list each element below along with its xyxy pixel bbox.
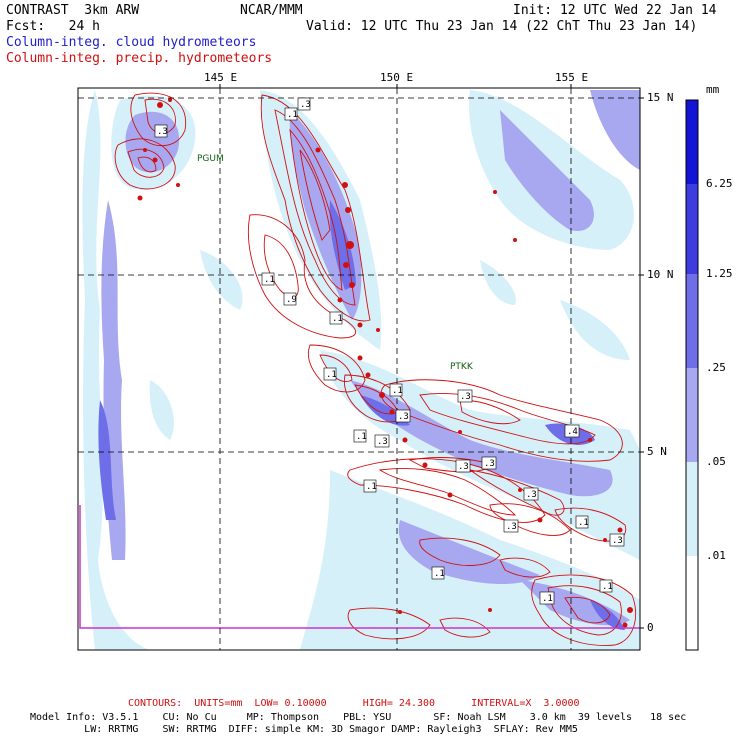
svg-text:.9: .9 — [286, 295, 297, 305]
contour-label: .3 — [457, 389, 473, 403]
contour-label: .3 — [374, 434, 390, 448]
colorbar-label: 1.25 — [706, 267, 733, 280]
lon-label-150: 150 E — [380, 71, 414, 84]
lat-label-15n: 15 N — [647, 91, 674, 104]
station-ptkk: PTKK — [450, 362, 474, 372]
init-time: Init: 12 UTC Wed 22 Jan 14 — [513, 3, 717, 18]
forecast-hour: Fcst: 24 h — [6, 19, 100, 34]
contour-label: .3 — [297, 97, 311, 111]
svg-text:.1: .1 — [264, 275, 275, 285]
contour-label: .1 — [353, 429, 367, 443]
svg-text:.1: .1 — [392, 386, 403, 396]
boundary-line — [79, 505, 640, 629]
svg-text:.3: .3 — [460, 392, 471, 402]
svg-text:.3: .3 — [506, 522, 517, 532]
map-frame — [77, 87, 641, 651]
contour-label: .1 — [599, 579, 613, 593]
station-pgum: PGUM — [197, 154, 224, 164]
contour-info: CONTOURS: UNITS=mm LOW= 0.10000 HIGH= 24… — [128, 698, 580, 709]
precip-field-label: Column-integ. precip. hydrometeors — [6, 51, 273, 66]
contour-label: .9 — [283, 292, 297, 306]
colorbar-label: .01 — [706, 549, 726, 562]
contour-labels: .1 .3 .9 .1 .1 .1 .3 .1 .3 .3 .3 .1 .3 .… — [154, 97, 625, 605]
lat-label-0: 0 — [647, 621, 654, 634]
svg-text:.1: .1 — [578, 518, 589, 528]
svg-text:.1: .1 — [366, 482, 377, 492]
svg-text:.1: .1 — [542, 594, 553, 604]
lat-label-5n: 5 N — [647, 445, 667, 458]
svg-text:.3: .3 — [484, 459, 495, 469]
contour-label: .1 — [261, 272, 275, 286]
svg-text:.3: .3 — [526, 490, 537, 500]
contour-label: .1 — [284, 107, 298, 121]
svg-text:.1: .1 — [332, 314, 343, 324]
svg-text:.1: .1 — [287, 110, 298, 120]
tick-marks — [219, 84, 644, 629]
contour-label: .1 — [363, 479, 377, 493]
contour-label: .3 — [455, 459, 471, 473]
contour-label: .3 — [523, 487, 539, 501]
cloud-field-label: Column-integ. cloud hydrometeors — [6, 35, 257, 50]
contour-label: .1 — [329, 311, 343, 325]
svg-text:.1: .1 — [434, 569, 445, 579]
contour-label: .3 — [395, 409, 411, 423]
contour-label: .1 — [323, 367, 337, 381]
svg-text:.3: .3 — [300, 100, 311, 110]
graticule — [78, 88, 640, 650]
model-info-line2: LW: RRTMG SW: RRTMG DIFF: simple KM: 3D … — [30, 724, 578, 735]
contour-label: .3 — [609, 533, 625, 547]
colorbar-unit: mm — [706, 83, 720, 96]
colorbar-label: .05 — [706, 455, 726, 468]
colorbar-label: 6.25 — [706, 177, 733, 190]
contour-label: .3 — [481, 456, 497, 470]
lat-label-10n: 10 N — [647, 268, 674, 281]
contour-label: .1 — [575, 515, 589, 529]
lon-label-155: 155 E — [555, 71, 589, 84]
contour-label: .1 — [389, 383, 403, 397]
svg-text:.1: .1 — [326, 370, 337, 380]
svg-text:.3: .3 — [377, 437, 388, 447]
valid-time: Valid: 12 UTC Thu 23 Jan 14 (22 ChT Thu … — [306, 19, 698, 34]
colorbar — [685, 99, 699, 651]
org-label: NCAR/MMM — [240, 3, 303, 18]
contour-label: .3 — [503, 519, 519, 533]
svg-text:.1: .1 — [602, 582, 613, 592]
svg-text:.3: .3 — [458, 462, 469, 472]
lon-label-145: 145 E — [204, 71, 238, 84]
stations: PGUM PTKK — [197, 154, 474, 372]
map-panel: .1 .3 .9 .1 .1 .1 .3 .1 .3 .3 .3 .1 .3 .… — [78, 88, 640, 650]
contour-label: .1 — [539, 591, 555, 605]
svg-text:.3: .3 — [398, 412, 409, 422]
contour-label: .4 — [564, 424, 580, 438]
svg-text:.1: .1 — [356, 432, 367, 442]
contour-label: .3 — [154, 124, 168, 138]
svg-text:.3: .3 — [157, 127, 168, 137]
contour-label: .1 — [431, 566, 445, 580]
svg-text:.3: .3 — [612, 536, 623, 546]
colorbar-label: .25 — [706, 361, 726, 374]
model-title: CONTRAST 3km ARW — [6, 3, 140, 18]
svg-text:.4: .4 — [567, 427, 578, 437]
model-info-line1: Model Info: V3.5.1 CU: No Cu MP: Thompso… — [30, 712, 687, 723]
